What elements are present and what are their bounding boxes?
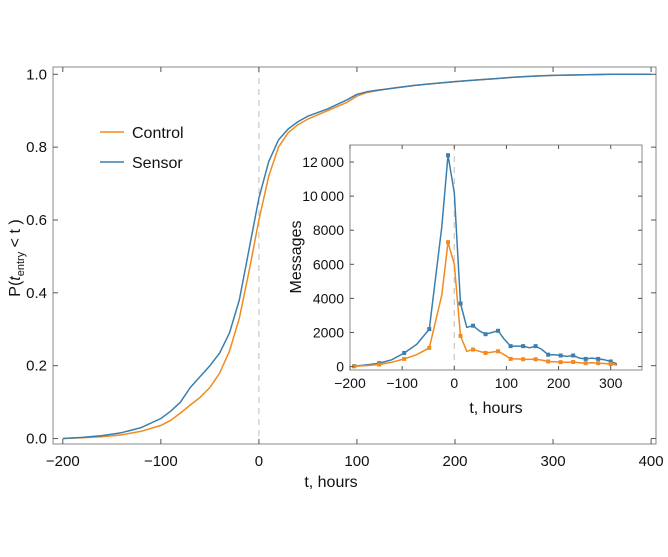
inset-point-sensor (546, 352, 551, 357)
main-y-tick-label: 1.0 (26, 66, 47, 83)
inset-point-control (558, 360, 563, 365)
main-y-tick-label: 0.0 (26, 431, 47, 448)
main-x-tick-label: 200 (442, 453, 467, 470)
inset-y-tick-label: 6000 (313, 256, 344, 272)
inset-point-sensor (571, 353, 576, 358)
main-frame (52, 66, 657, 445)
inset-x-tick-label: 200 (547, 375, 571, 391)
inset-point-control (596, 361, 601, 366)
inset-x-tick-label: 0 (450, 375, 458, 391)
inset-point-control (608, 362, 613, 367)
inset-point-control (546, 359, 551, 364)
inset-x-tick-label: 300 (599, 375, 623, 391)
main-y-axis-title-suffix: < t ) (7, 219, 24, 251)
inset-background (350, 145, 642, 370)
inset-point-sensor (583, 356, 588, 361)
inset-point-control (352, 364, 357, 369)
inset-point-control (402, 356, 407, 361)
inset-point-control (508, 356, 513, 361)
main-y-axis-title: P(tentry < t ) (7, 219, 27, 296)
inset-series-line-control (354, 241, 618, 368)
main-x-tick-label: 400 (639, 453, 664, 470)
main-y-axis-title-sub: entry (15, 251, 27, 276)
inset-point-control (521, 357, 526, 362)
inset-point-control (446, 240, 451, 245)
inset-frame (349, 144, 643, 371)
main-y-tick-label: 0.6 (26, 212, 47, 229)
main-x-tick-label: 100 (344, 453, 369, 470)
inset-point-sensor (446, 153, 451, 158)
inset-point-sensor (458, 301, 463, 306)
inset-point-sensor (483, 332, 488, 337)
inset-point-control (377, 362, 382, 367)
inset-point-sensor (471, 323, 476, 328)
main-x-tick-label: −100 (144, 453, 178, 470)
inset-y-tick-label: 10 000 (302, 188, 344, 204)
inset-x-tick-label: 100 (495, 375, 519, 391)
inset-point-control (483, 350, 488, 355)
main-x-tick-label: 0 (255, 453, 263, 470)
legend-label-sensor: Sensor (132, 155, 183, 172)
inset-point-sensor (427, 327, 432, 332)
main-y-tick-label: 0.8 (26, 139, 47, 156)
main-series-line-sensor (62, 73, 652, 440)
inset-x-tick-label: −200 (334, 375, 366, 391)
inset-point-sensor (496, 328, 501, 333)
inset-y-tick-label: 12 000 (302, 154, 344, 170)
main-y-tick-label: 0.4 (26, 285, 47, 302)
inset-point-sensor (596, 356, 601, 361)
inset-series-line-sensor (354, 154, 618, 367)
inset-point-control (583, 361, 588, 366)
main-y-axis-title-var: t (7, 276, 24, 281)
main-x-axis-title: t, hours (304, 474, 357, 491)
inset-x-axis-title: t, hours (469, 400, 522, 417)
inset-plot: −200 −100 0 100 200 300 0 2000 4000 6000 8000 10 00… (302, 144, 643, 391)
inset-point-sensor (521, 344, 526, 349)
inset-point-control (571, 359, 576, 364)
legend: Control Sensor (100, 125, 184, 172)
inset-y-tick-label: 4000 (313, 290, 344, 306)
main-y-tick-label: 0.2 (26, 358, 47, 375)
inset-point-sensor (558, 353, 563, 358)
legend-label-control: Control (132, 125, 184, 142)
main-x-tick-label: −200 (46, 453, 80, 470)
inset-y-tick-label: 2000 (313, 325, 344, 341)
main-x-tick-label: 300 (541, 453, 566, 470)
inset-point-sensor (608, 359, 613, 364)
inset-y-tick-label: 0 (336, 359, 344, 375)
inset-point-sensor (533, 344, 538, 349)
inset-point-control (458, 333, 463, 338)
inset-y-tick-label: 8000 (313, 222, 344, 238)
inset-y-axis-title: Messages (288, 221, 305, 294)
inset-point-sensor (508, 344, 513, 349)
inset-point-control (471, 347, 476, 352)
inset-point-sensor (402, 350, 407, 355)
inset-point-control (427, 345, 432, 350)
inset-x-tick-label: −100 (386, 375, 418, 391)
inset-point-control (496, 349, 501, 354)
main-y-axis-title-prefix: P( (7, 280, 24, 297)
inset-point-control (533, 357, 538, 362)
